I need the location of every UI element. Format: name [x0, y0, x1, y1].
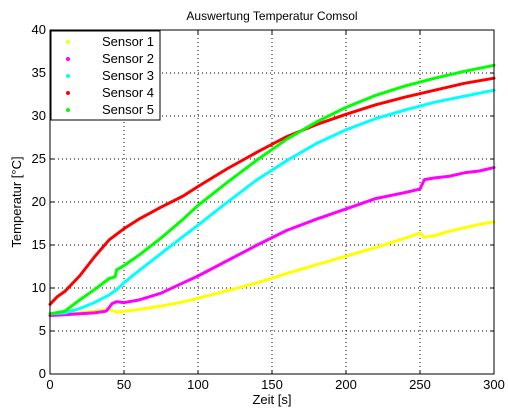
series-line-4 — [48, 76, 496, 306]
legend-label-2: Sensor 2 — [102, 51, 154, 66]
x-axis-ticks: 0 50 100 150 200 250 300 — [46, 30, 505, 392]
x-axis-label: Zeit [s] — [252, 392, 291, 407]
legend-marker-2 — [66, 57, 70, 61]
x-tick-label: 250 — [409, 377, 431, 392]
y-tick-label: 25 — [32, 151, 46, 166]
x-tick-label: 300 — [483, 377, 505, 392]
legend-label-3: Sensor 3 — [102, 68, 154, 83]
legend-marker-1 — [66, 40, 70, 44]
legend-marker-5 — [66, 108, 70, 112]
x-tick-label: 0 — [46, 377, 53, 392]
y-tick-label: 40 — [32, 22, 46, 37]
y-tick-label: 0 — [39, 366, 46, 381]
y-axis-ticks: 0 5 10 15 20 25 30 35 40 — [32, 22, 494, 381]
y-tick-label: 35 — [32, 65, 46, 80]
series-lines — [48, 63, 496, 317]
y-tick-label: 15 — [32, 237, 46, 252]
legend-label-4: Sensor 4 — [102, 85, 154, 100]
y-axis-label: Temperatur [°C] — [9, 156, 24, 247]
x-tick-label: 200 — [335, 377, 357, 392]
legend-marker-3 — [66, 74, 70, 78]
grid — [50, 30, 494, 374]
y-tick-label: 20 — [32, 194, 46, 209]
legend: Sensor 1 Sensor 2 Sensor 3 Sensor 4 Sensor 5 — [50, 30, 161, 121]
chart-title: Auswertung Temperatur Comsol — [186, 9, 357, 23]
y-tick-label: 30 — [32, 108, 46, 123]
legend-label-5: Sensor 5 — [102, 102, 154, 117]
y-tick-label: 5 — [39, 323, 46, 338]
x-tick-label: 100 — [187, 377, 209, 392]
series-line-2 — [48, 166, 496, 317]
x-tick-label: 150 — [261, 377, 283, 392]
y-tick-label: 10 — [32, 280, 46, 295]
x-tick-label: 50 — [117, 377, 131, 392]
series-line-5 — [48, 63, 496, 316]
legend-label-1: Sensor 1 — [102, 34, 154, 49]
series-line-3 — [48, 88, 496, 316]
legend-marker-4 — [66, 91, 70, 95]
